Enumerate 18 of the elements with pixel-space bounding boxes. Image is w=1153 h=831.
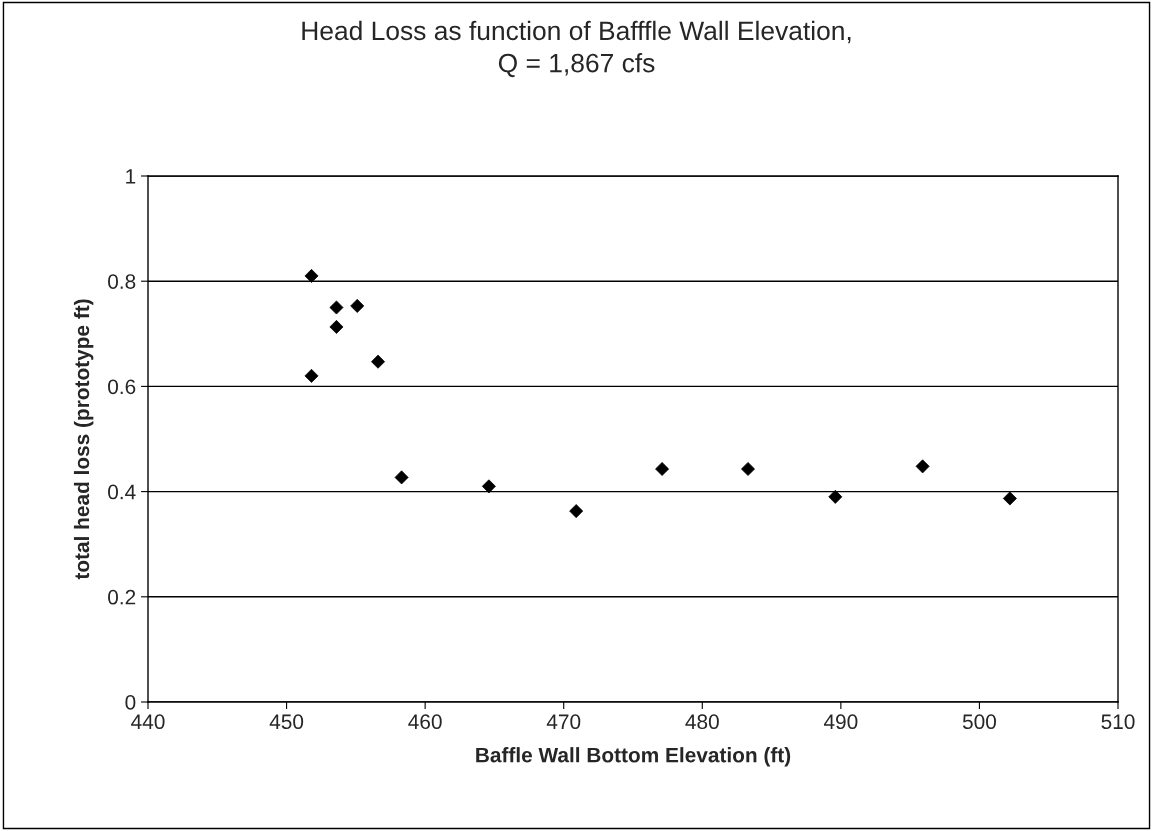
y-tick-label: 0 — [125, 695, 136, 710]
chart-title: Head Loss as function of Bafffle Wall Elevation, Q = 1,867 cfs — [302, 20, 851, 78]
x-tick-label: 470 — [546, 714, 581, 730]
x-tick-label: 510 — [1101, 714, 1135, 730]
y-tick-label: 0.8 — [108, 274, 136, 289]
y-tick-label: 0.2 — [108, 589, 136, 605]
y-tick-label: 0.4 — [108, 484, 136, 500]
x-tick-label: 500 — [962, 714, 996, 730]
x-tick-label: 450 — [269, 714, 304, 730]
x-tick-label: 440 — [131, 714, 165, 730]
y-tick-label: 0.6 — [108, 379, 136, 395]
y-axis-title: total head loss (prototype ft) — [73, 299, 94, 580]
point — [1002, 491, 1017, 506]
x-tick-label: 490 — [823, 714, 858, 730]
x-axis-title: Baffle Wall Bottom Elevation (ft) — [476, 747, 791, 767]
x-tick-label: 460 — [408, 714, 442, 730]
y-tick-label: 1 — [126, 169, 136, 184]
x-tick-label: 480 — [685, 714, 719, 730]
